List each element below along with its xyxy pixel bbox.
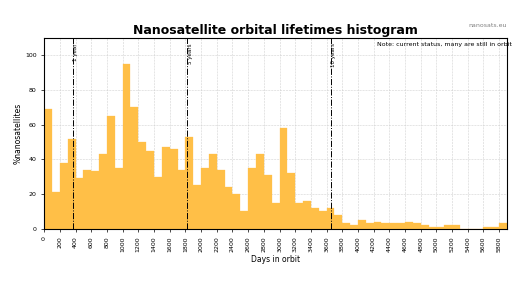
Bar <box>303 201 311 229</box>
Bar <box>280 128 288 229</box>
Bar <box>271 202 280 229</box>
Bar <box>264 175 271 229</box>
Bar <box>319 211 327 229</box>
Bar <box>311 208 319 229</box>
Bar <box>115 168 123 229</box>
Bar <box>334 215 342 229</box>
Bar <box>499 223 507 229</box>
Text: 5 years: 5 years <box>188 43 193 64</box>
Bar <box>75 178 83 229</box>
Bar <box>358 220 366 229</box>
Bar <box>342 223 350 229</box>
Bar <box>421 225 428 229</box>
Bar <box>123 64 131 229</box>
Bar <box>52 192 60 229</box>
Bar <box>107 116 115 229</box>
Y-axis label: %nanosatellites: %nanosatellites <box>13 103 22 164</box>
Bar <box>170 149 177 229</box>
Bar <box>256 154 264 229</box>
Bar <box>350 225 358 229</box>
Bar <box>452 225 460 229</box>
Title: Nanosatellite orbital lifetimes histogram: Nanosatellite orbital lifetimes histogra… <box>133 24 418 37</box>
Bar <box>436 227 444 229</box>
Bar <box>177 170 186 229</box>
Text: Note: current status, many are still in orbit: Note: current status, many are still in … <box>378 42 512 47</box>
Bar <box>217 170 225 229</box>
Bar <box>240 211 248 229</box>
Bar <box>68 139 75 229</box>
Bar <box>327 208 334 229</box>
Bar <box>154 177 162 229</box>
Bar <box>193 185 201 229</box>
Bar <box>397 223 405 229</box>
Bar <box>295 202 303 229</box>
Bar <box>138 142 146 229</box>
Text: 10 years: 10 years <box>331 43 336 67</box>
X-axis label: Days in orbit: Days in orbit <box>251 255 300 264</box>
Bar <box>444 225 452 229</box>
Bar <box>366 223 374 229</box>
Bar <box>428 227 436 229</box>
Text: 1 year: 1 year <box>73 43 79 61</box>
Bar <box>288 173 295 229</box>
Bar <box>44 109 52 229</box>
Bar <box>413 223 421 229</box>
Bar <box>374 222 382 229</box>
Bar <box>99 154 107 229</box>
Bar <box>146 151 154 229</box>
Bar <box>225 187 232 229</box>
Bar <box>484 227 491 229</box>
Bar <box>131 107 138 229</box>
Bar <box>248 168 256 229</box>
Bar <box>83 170 92 229</box>
Bar <box>92 171 99 229</box>
Bar <box>389 223 397 229</box>
Bar <box>60 163 68 229</box>
Bar <box>405 222 413 229</box>
Bar <box>209 154 217 229</box>
Text: nanosats.eu: nanosats.eu <box>469 23 507 28</box>
Bar <box>232 194 240 229</box>
Bar <box>491 227 499 229</box>
Bar <box>382 223 389 229</box>
Bar <box>162 147 170 229</box>
Bar <box>186 137 193 229</box>
Bar <box>201 168 209 229</box>
